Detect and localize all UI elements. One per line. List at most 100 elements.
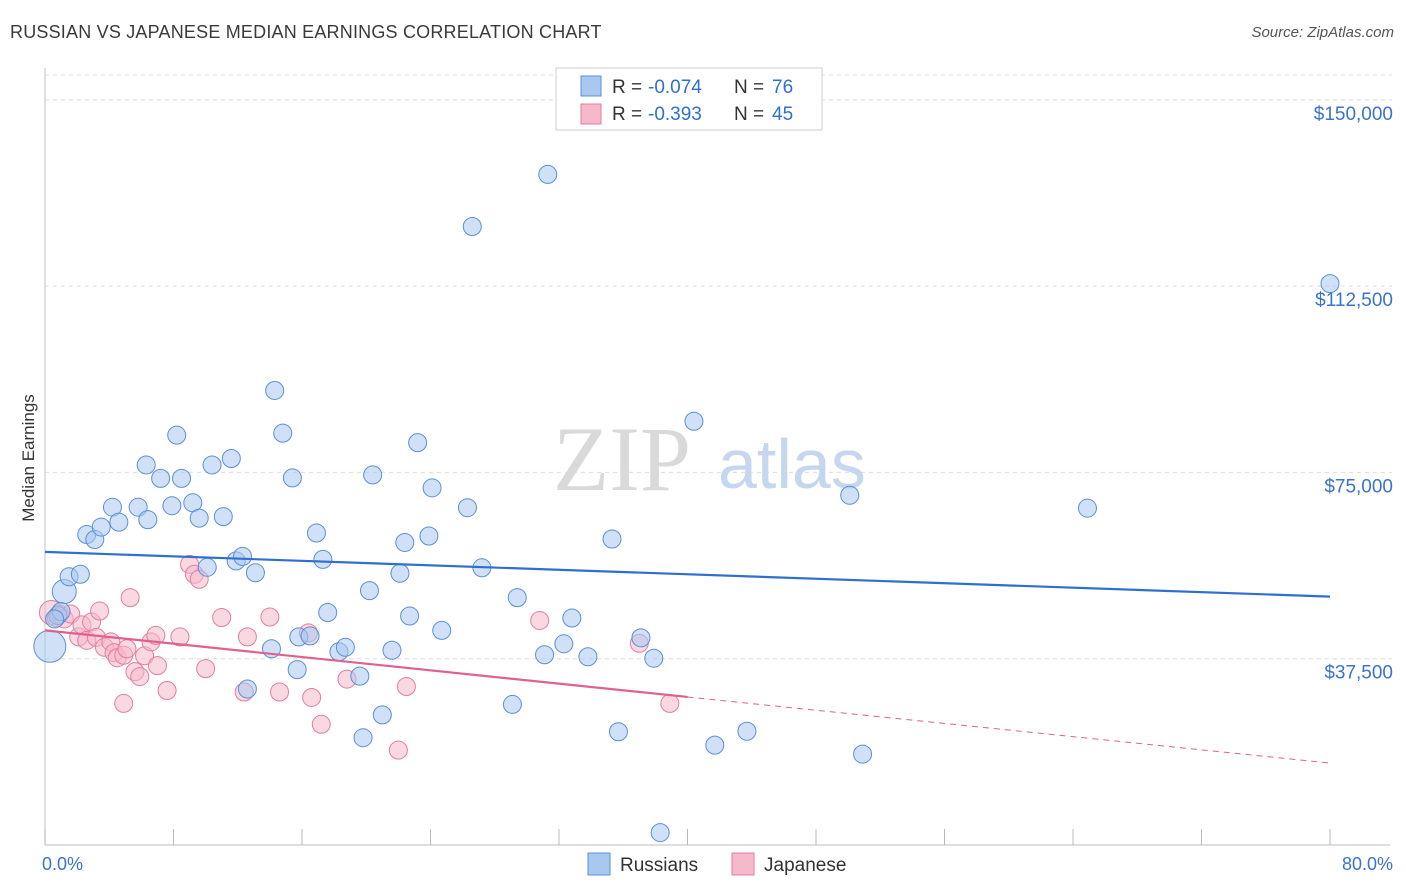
russians-point [233,546,253,566]
bottom-legend: Russians Japanese [587,852,846,876]
x-tick-label: 0.0% [42,854,83,874]
russians-point [538,164,558,184]
watermark: ZIP atlas [553,408,866,510]
bottom-legend-swatch-russians [587,852,611,876]
japanese-point [157,681,177,701]
russians-point [853,744,873,764]
russians-point [602,529,622,549]
russians-point [1320,274,1340,294]
russians-point [372,705,392,725]
y-axis-label: Median Earnings [19,394,38,522]
russians-point [300,626,320,646]
japanese-point [388,740,408,760]
russians-point [33,629,67,663]
japanese-point [114,693,134,713]
japanese-point [120,588,140,608]
legend-r-label: R = [612,104,642,125]
russians-points [33,164,1340,843]
russians-point [318,603,338,623]
russians-trend-line [44,550,1331,598]
legend-n-value: 45 [772,104,793,125]
russians-point [138,510,158,530]
russians-point [189,508,209,528]
russians-point [684,411,704,431]
russians-point [109,512,129,532]
y-tick-label: $150,000 [1314,104,1393,125]
russians-point [507,588,527,608]
russians-point [306,523,326,543]
russians-point [400,606,420,626]
japanese-point [237,627,257,647]
legend-r-value: -0.074 [648,77,702,98]
russians-point [45,609,65,629]
russians-point [70,564,90,584]
russians-point [282,468,302,488]
bottom-legend-swatch-japanese [731,852,755,876]
japanese-point [90,601,110,621]
russians-point [502,694,522,714]
axes [44,68,1390,846]
japanese-point [396,677,416,697]
russians-point [353,728,373,748]
russians-point [554,634,574,654]
japanese-point [117,639,137,659]
russians-point [457,498,477,518]
russians-point [91,517,111,537]
russians-point [197,557,217,577]
japanese-point [130,667,150,687]
japanese-point [530,610,550,630]
russians-point [608,722,628,742]
watermark-atlas: atlas [718,425,866,503]
russians-point [382,640,402,660]
russians-point [408,433,428,453]
russians-point [273,423,293,443]
y-tick-label: $75,000 [1324,476,1393,497]
legend-n-label: N = [734,77,764,98]
russians-point [221,449,241,469]
legend-r-value: -0.393 [648,104,702,125]
russians-point [350,666,370,686]
russians-point [644,648,664,668]
russians-point [151,468,171,488]
bottom-legend-label-japanese: Japanese [764,855,846,876]
russians-point [737,721,757,741]
japanese-point [260,607,280,627]
y-tick-label: $112,500 [1315,290,1393,311]
japanese-point [660,693,680,713]
source-credit: Source: ZipAtlas.com [1251,24,1394,41]
x-tick-label: 80.0% [1342,854,1393,874]
russians-point [562,608,582,628]
japanese-trend-line [44,629,688,699]
russians-point [462,217,482,237]
japanese-point [170,627,190,647]
russians-point [287,660,307,680]
russians-point [245,563,265,583]
russians-point [840,485,860,505]
russians-point [335,637,355,657]
russians-point [359,581,379,601]
russians-point [419,526,439,546]
y-tick-label: $37,500 [1324,663,1393,684]
legend-n-label: N = [734,104,764,125]
russians-point [705,735,725,755]
legend-r-label: R = [612,77,642,98]
japanese-point [212,607,232,627]
japanese-point [302,687,322,707]
russians-point [631,628,651,648]
bottom-legend-label-russians: Russians [620,855,698,876]
russians-point [202,455,222,475]
russians-point [432,620,452,640]
russians-point [578,647,598,667]
legend-swatch-russians [580,75,602,97]
russians-point [172,468,192,488]
watermark-zip: ZIP [553,408,691,510]
japanese-point [270,682,290,702]
trend-lines [44,550,1331,764]
russians-point [167,425,187,445]
y-tick-labels: $37,500 $75,000 $112,500 $150,000 [1314,104,1393,684]
russians-point [422,478,442,498]
x-tick-labels: 0.0% 80.0% [42,854,1393,874]
japanese-point [146,625,166,645]
russians-point [395,532,415,552]
